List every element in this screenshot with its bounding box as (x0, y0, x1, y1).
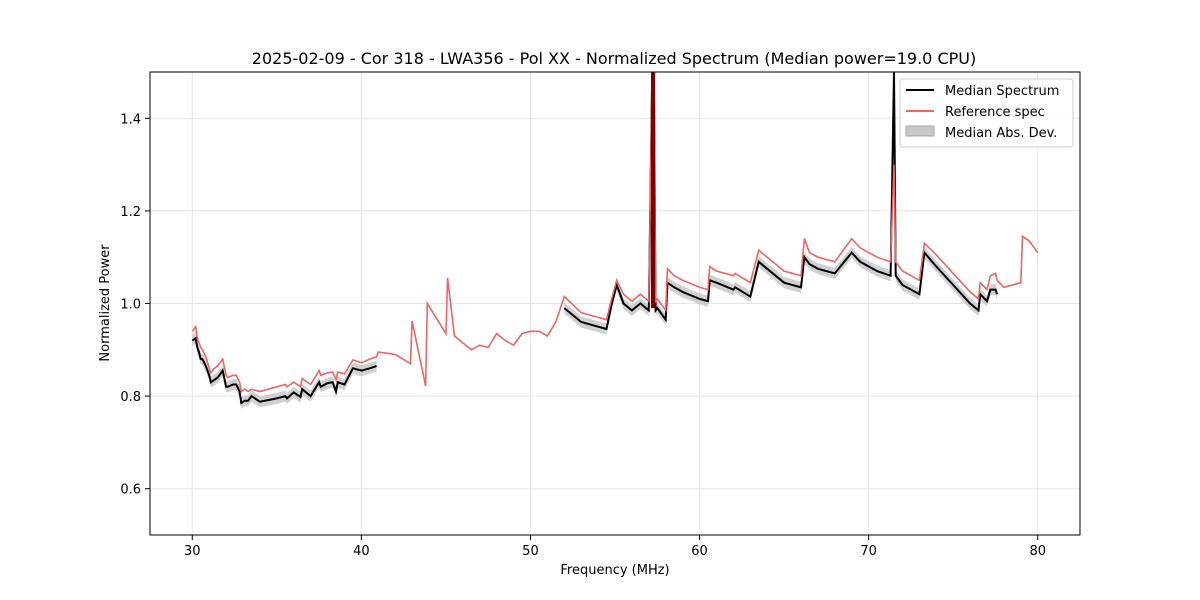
legend: Median Spectrum Reference spec Median Ab… (899, 78, 1074, 148)
x-tick-label: 40 (353, 544, 370, 559)
y-tick-label: 1.0 (120, 298, 141, 313)
x-tick-label: 70 (860, 544, 877, 559)
x-tick-label: 30 (184, 544, 201, 559)
y-tick-label: 0.8 (120, 390, 141, 405)
legend-label-median: Median Spectrum (945, 84, 1059, 99)
legend-label-mad: Median Abs. Dev. (945, 126, 1057, 141)
reference-spec-line (191, 72, 1039, 393)
legend-box (899, 78, 1074, 148)
median-spectrum-line (191, 72, 999, 405)
y-axis-label: Normalized Power (98, 244, 113, 362)
rfi-spike-lines (651, 72, 656, 309)
legend-swatch-mad (905, 125, 935, 137)
y-tick-label: 1.4 (120, 112, 141, 127)
chart-title: 2025-02-09 - Cor 318 - LWA356 - Pol XX -… (252, 49, 976, 68)
legend-label-reference: Reference spec (945, 105, 1045, 120)
x-axis-label: Frequency (MHz) (560, 563, 669, 578)
x-tick-label: 50 (522, 544, 539, 559)
plot-area (191, 72, 1039, 409)
x-tick-label: 80 (1029, 544, 1046, 559)
y-tick-label: 1.2 (120, 205, 141, 220)
y-tick-label: 0.6 (120, 483, 141, 498)
axis-ticks: 30 40 50 60 70 80 0.6 0.8 1.0 1.2 1.4 (120, 112, 1046, 559)
x-tick-label: 60 (691, 544, 708, 559)
